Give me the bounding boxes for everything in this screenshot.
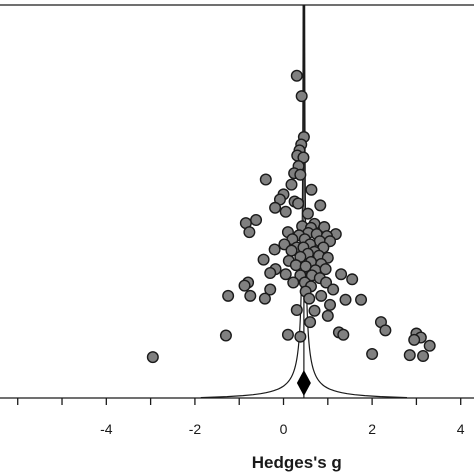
data-point (303, 292, 316, 305)
data-point (259, 173, 272, 186)
data-point (250, 213, 263, 226)
data-point (314, 199, 327, 212)
x-tick-label: 4 (457, 421, 465, 437)
data-point (346, 273, 359, 286)
data-point (315, 289, 328, 302)
data-point (287, 276, 300, 289)
data-point (268, 243, 281, 256)
data-point (335, 268, 348, 281)
data-point (321, 309, 334, 322)
data-point (417, 349, 430, 362)
data-point (264, 283, 277, 296)
data-point (403, 349, 416, 362)
x-tick-label: -4 (100, 421, 113, 437)
data-point (305, 183, 318, 196)
data-point (219, 329, 232, 342)
data-point (408, 333, 421, 346)
data-point (222, 289, 235, 302)
data-point (257, 253, 270, 266)
data-point (281, 328, 294, 341)
x-axis-ticks: -4 -2 0 2 4 (17, 398, 465, 437)
data-point (366, 347, 379, 360)
data-point (324, 298, 337, 311)
data-point (337, 328, 350, 341)
data-point (146, 351, 159, 364)
data-point (243, 226, 256, 239)
data-point (423, 339, 436, 352)
data-point (294, 168, 307, 181)
x-axis-title: Hedges's g (252, 453, 342, 472)
data-point (285, 178, 298, 191)
x-tick-label: 2 (368, 421, 376, 437)
data-point (279, 205, 292, 218)
funnel-line-right (304, 4, 408, 399)
data-point (269, 201, 282, 214)
data-point (264, 267, 277, 280)
data-point (244, 289, 257, 302)
data-point (379, 324, 392, 337)
data-point (290, 69, 303, 82)
data-point (279, 268, 292, 281)
data-point (292, 197, 305, 210)
data-point (238, 279, 251, 292)
data-point (258, 292, 271, 305)
data-point (289, 259, 302, 272)
data-point (308, 304, 321, 317)
data-point (295, 90, 308, 103)
study-points (146, 69, 436, 364)
data-point (290, 303, 303, 316)
summary-effect-diamond (296, 370, 311, 396)
data-point (301, 207, 314, 220)
x-tick-label: -2 (189, 421, 202, 437)
data-point (304, 316, 317, 329)
data-point (319, 263, 332, 276)
x-tick-label: 0 (280, 421, 288, 437)
data-point (355, 293, 368, 306)
data-point (327, 283, 340, 296)
data-point (339, 293, 352, 306)
data-point (320, 276, 333, 289)
data-point (294, 330, 307, 343)
